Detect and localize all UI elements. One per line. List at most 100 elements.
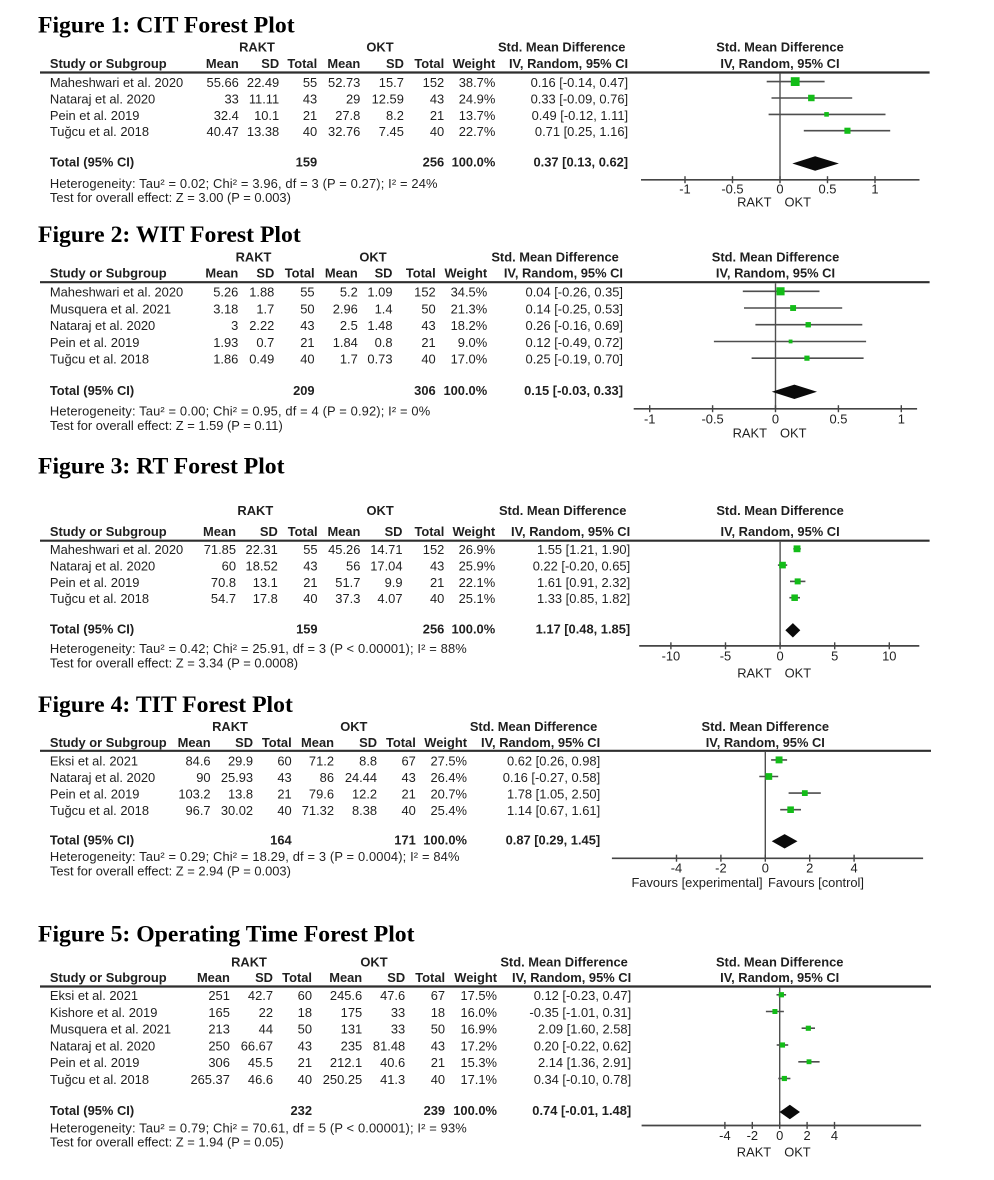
- svg-text:32.4: 32.4: [214, 108, 239, 123]
- svg-text:IV, Random, 95% CI: IV, Random, 95% CI: [509, 56, 628, 71]
- svg-text:239: 239: [424, 1103, 446, 1118]
- svg-text:5: 5: [831, 649, 838, 664]
- svg-text:0: 0: [772, 412, 779, 427]
- svg-text:13.38: 13.38: [247, 124, 279, 139]
- svg-text:209: 209: [293, 383, 315, 398]
- svg-text:265.37: 265.37: [190, 1072, 229, 1087]
- svg-text:43: 43: [300, 318, 314, 333]
- svg-text:2.22: 2.22: [249, 318, 274, 333]
- svg-text:0.49: 0.49: [249, 352, 274, 367]
- svg-text:0.16 [-0.27, 0.58]: 0.16 [-0.27, 0.58]: [503, 770, 600, 785]
- svg-text:38.7%: 38.7%: [459, 75, 496, 90]
- svg-text:2.96: 2.96: [333, 301, 358, 316]
- svg-text:IV, Random, 95% CI: IV, Random, 95% CI: [720, 56, 839, 71]
- svg-text:84.6: 84.6: [186, 753, 211, 768]
- svg-text:0.16 [-0.14, 0.47]: 0.16 [-0.14, 0.47]: [531, 75, 628, 90]
- svg-text:21: 21: [431, 1055, 445, 1070]
- svg-text:56: 56: [346, 559, 360, 574]
- svg-text:Weight: Weight: [424, 735, 467, 750]
- svg-text:10.1: 10.1: [254, 108, 279, 123]
- svg-text:0.33 [-0.09, 0.76]: 0.33 [-0.09, 0.76]: [531, 91, 628, 106]
- svg-text:Figure 2: WIT Forest Plot: Figure 2: WIT Forest Plot: [38, 222, 301, 248]
- svg-text:306: 306: [414, 383, 436, 398]
- svg-text:1: 1: [898, 412, 905, 427]
- svg-text:18: 18: [298, 1005, 312, 1020]
- svg-text:OKT: OKT: [785, 666, 812, 681]
- svg-text:165: 165: [208, 1005, 230, 1020]
- svg-text:0.5: 0.5: [819, 181, 837, 196]
- svg-text:256: 256: [423, 155, 445, 170]
- svg-text:Std. Mean Difference: Std. Mean Difference: [470, 719, 598, 734]
- svg-text:43: 43: [303, 559, 317, 574]
- svg-text:47.6: 47.6: [380, 988, 405, 1003]
- svg-text:1.4: 1.4: [375, 301, 393, 316]
- svg-text:18.52: 18.52: [246, 559, 278, 574]
- svg-text:Figure 4: TIT Forest Plot: Figure 4: TIT Forest Plot: [38, 692, 293, 718]
- svg-text:1.93: 1.93: [213, 335, 238, 350]
- svg-text:21: 21: [277, 787, 291, 802]
- svg-text:1.7: 1.7: [256, 301, 274, 316]
- svg-text:4.07: 4.07: [377, 591, 402, 606]
- svg-text:306: 306: [208, 1055, 230, 1070]
- svg-text:5.26: 5.26: [213, 285, 238, 300]
- svg-text:Test for overall effect: Z = 1: Test for overall effect: Z = 1.94 (P = 0…: [50, 1134, 284, 1149]
- svg-text:40.6: 40.6: [380, 1055, 405, 1070]
- svg-text:-4: -4: [719, 1128, 730, 1143]
- svg-text:SD: SD: [260, 524, 278, 539]
- svg-text:14.71: 14.71: [370, 542, 402, 557]
- svg-text:1.7: 1.7: [340, 352, 358, 367]
- svg-text:32.76: 32.76: [328, 124, 360, 139]
- svg-text:Tuğcu et al. 2018: Tuğcu et al. 2018: [50, 124, 149, 139]
- svg-text:18.2%: 18.2%: [451, 318, 488, 333]
- svg-text:256: 256: [423, 622, 445, 637]
- svg-text:Total: Total: [262, 735, 292, 750]
- svg-text:Eksi et al. 2021: Eksi et al. 2021: [50, 753, 138, 768]
- svg-text:IV, Random, 95% CI: IV, Random, 95% CI: [511, 524, 630, 539]
- svg-text:55: 55: [303, 542, 317, 557]
- svg-text:0.34 [-0.10, 0.78]: 0.34 [-0.10, 0.78]: [534, 1072, 631, 1087]
- svg-text:SD: SD: [255, 970, 273, 985]
- svg-text:71.85: 71.85: [204, 542, 236, 557]
- svg-text:Mean: Mean: [327, 524, 360, 539]
- svg-text:100.0%: 100.0%: [451, 622, 495, 637]
- svg-text:22.1%: 22.1%: [459, 575, 496, 590]
- svg-text:100.0%: 100.0%: [452, 155, 496, 170]
- svg-text:1.78 [1.05, 2.50]: 1.78 [1.05, 2.50]: [507, 787, 600, 802]
- svg-text:Heterogeneity: Tau² = 0.29; Ch: Heterogeneity: Tau² = 0.29; Chi² = 18.29…: [50, 849, 460, 864]
- svg-text:-1: -1: [679, 181, 690, 196]
- svg-text:RAKT: RAKT: [212, 719, 248, 734]
- svg-text:9.9: 9.9: [385, 575, 403, 590]
- svg-text:IV, Random, 95% CI: IV, Random, 95% CI: [481, 735, 600, 750]
- svg-text:100.0%: 100.0%: [453, 1103, 497, 1118]
- svg-text:Mean: Mean: [197, 970, 230, 985]
- svg-text:12.59: 12.59: [372, 91, 404, 106]
- svg-text:100.0%: 100.0%: [423, 833, 467, 848]
- svg-text:OKT: OKT: [785, 195, 812, 210]
- svg-text:51.7: 51.7: [335, 575, 360, 590]
- svg-text:-4: -4: [671, 861, 682, 876]
- svg-text:40: 40: [303, 124, 317, 139]
- svg-text:0.8: 0.8: [375, 335, 393, 350]
- svg-text:25.4%: 25.4%: [430, 803, 467, 818]
- svg-text:52.73: 52.73: [328, 75, 360, 90]
- svg-text:67: 67: [401, 753, 415, 768]
- svg-text:159: 159: [296, 622, 318, 637]
- svg-text:250.25: 250.25: [323, 1072, 362, 1087]
- svg-text:4: 4: [831, 1128, 838, 1143]
- svg-text:17.5%: 17.5%: [460, 988, 497, 1003]
- svg-text:33: 33: [224, 91, 238, 106]
- svg-text:OKT: OKT: [359, 250, 386, 265]
- svg-text:100.0%: 100.0%: [443, 383, 487, 398]
- svg-text:Pein et al. 2019: Pein et al. 2019: [50, 335, 140, 350]
- svg-text:Musquera et al. 2021: Musquera et al. 2021: [50, 301, 171, 316]
- svg-text:24.9%: 24.9%: [459, 91, 496, 106]
- svg-text:152: 152: [423, 542, 445, 557]
- svg-text:-5: -5: [720, 649, 731, 664]
- svg-text:21: 21: [430, 575, 444, 590]
- svg-text:25.1%: 25.1%: [459, 591, 496, 606]
- svg-text:25.9%: 25.9%: [459, 559, 496, 574]
- svg-text:0.7: 0.7: [256, 335, 274, 350]
- svg-text:96.7: 96.7: [186, 803, 211, 818]
- svg-text:Mean: Mean: [203, 524, 236, 539]
- svg-text:1.48: 1.48: [367, 318, 392, 333]
